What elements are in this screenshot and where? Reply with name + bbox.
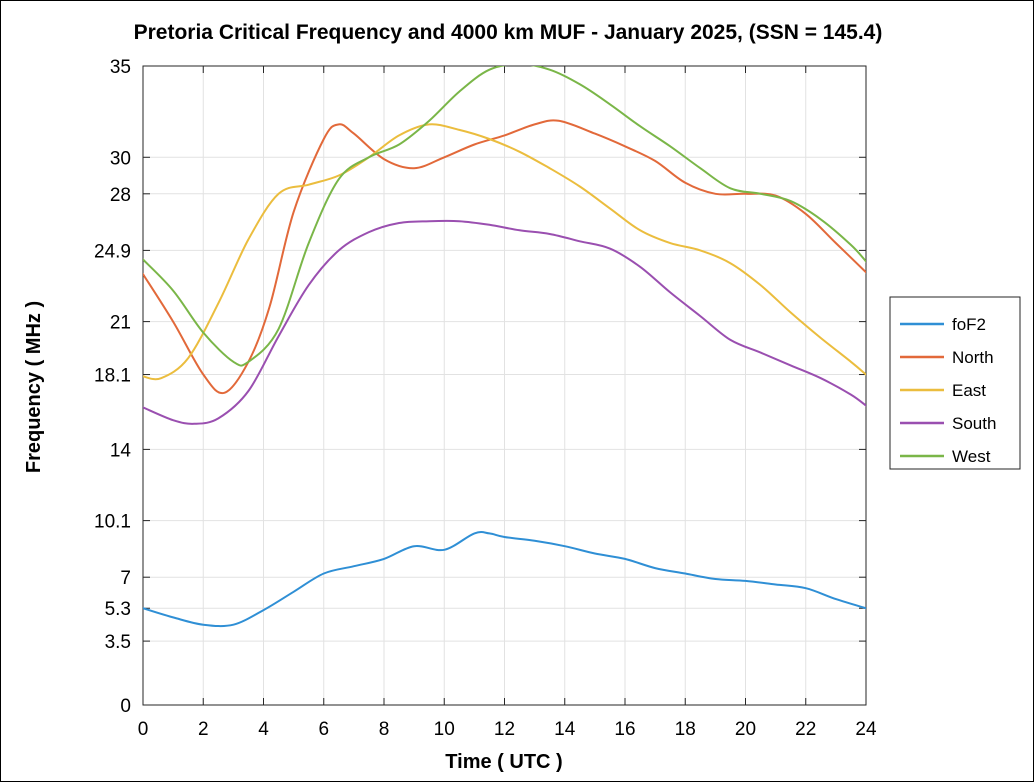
y-tick-label: 35 (110, 57, 131, 78)
x-tick-label: 2 (198, 719, 209, 740)
legend-box (889, 296, 1021, 470)
y-tick-label: 14 (110, 440, 132, 461)
y-tick-label: 21 (110, 313, 131, 334)
series-line-west (143, 66, 866, 367)
x-tick-label: 10 (434, 719, 455, 740)
x-axis-label: Time ( UTC ) (445, 751, 562, 773)
x-tick-label: 22 (795, 719, 816, 740)
series-line-south (143, 219, 866, 425)
series-line-north (143, 119, 866, 395)
chart-title: Pretoria Critical Frequency and 4000 km … (134, 21, 883, 44)
x-tick-label: 16 (614, 719, 635, 740)
legend-label-fof2: foF2 (952, 315, 986, 334)
y-tick-label: 28 (110, 185, 131, 206)
y-tick-label: 18.1 (94, 366, 131, 387)
x-tick-label: 6 (318, 719, 329, 740)
x-tick-label: 14 (554, 719, 576, 740)
x-tick-label: 12 (494, 719, 515, 740)
series-lines (143, 66, 866, 628)
legend-label-east: East (952, 381, 986, 400)
y-tick-label: 3.5 (105, 632, 131, 653)
y-tick-label: 0 (120, 696, 131, 717)
series-line-east (143, 123, 866, 381)
legend: foF2 North East South West (889, 296, 1021, 470)
legend-label-south: South (952, 414, 996, 433)
y-axis-label: Frequency ( MHz ) (23, 301, 45, 473)
x-tick-label: 8 (379, 719, 390, 740)
x-tick-label: 0 (138, 719, 149, 740)
y-tick-label: 30 (110, 148, 131, 169)
y-tick-label: 24.9 (94, 241, 131, 262)
y-tick-label: 5.3 (105, 599, 131, 620)
x-tick-label: 4 (258, 719, 269, 740)
y-tick-label: 7 (120, 568, 131, 589)
legend-label-west: West (952, 447, 991, 466)
tick-marks: 0 2 4 6 8 10 12 14 16 18 20 22 2403.55.3710.11418.12… (94, 57, 877, 740)
y-tick-label: 10.1 (94, 512, 131, 533)
x-tick-label: 24 (855, 719, 877, 740)
x-tick-label: 18 (675, 719, 696, 740)
legend-label-north: North (952, 348, 994, 367)
x-tick-label: 20 (735, 719, 756, 740)
series-line-fof2 (143, 531, 866, 628)
